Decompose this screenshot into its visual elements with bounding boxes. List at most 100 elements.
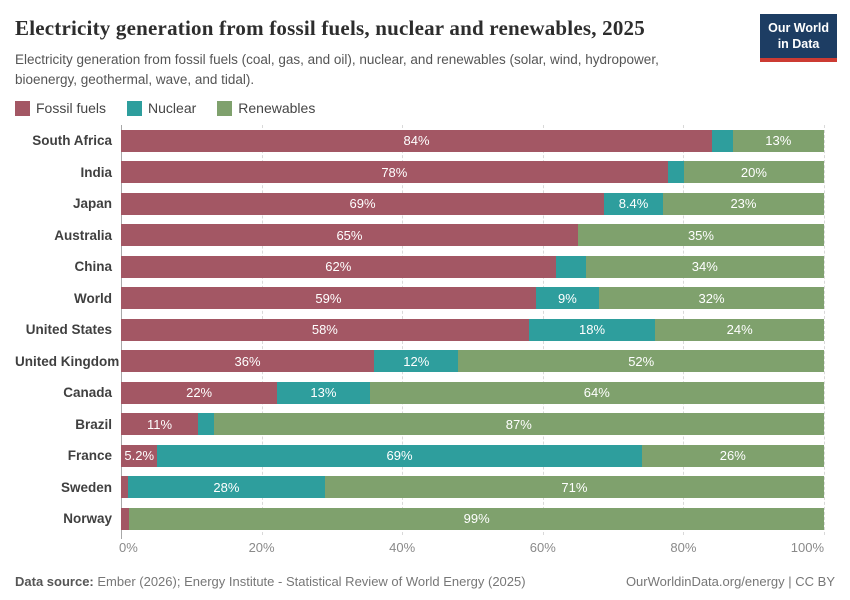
bar-segment-nuclear[interactable] (198, 413, 214, 436)
chart-row: United States 58% 18% 24% (15, 314, 824, 346)
legend-item-nuclear: Nuclear (127, 100, 196, 116)
bar-segment-fossil[interactable] (121, 507, 130, 530)
bar-segment-renewables[interactable]: 52% (458, 350, 824, 373)
stacked-bar: 99% (121, 507, 824, 530)
bar-value-label: 84% (403, 133, 430, 149)
bar-value-label: 8.4% (618, 196, 649, 212)
bar-segment-nuclear[interactable] (555, 255, 586, 278)
chart-row: Sweden 28% 71% (15, 472, 824, 504)
bar-segment-nuclear[interactable]: 8.4% (604, 192, 663, 215)
stacked-bar: 65% 35% (121, 224, 824, 247)
data-source: Data source: Ember (2026); Energy Instit… (15, 574, 526, 589)
country-label: Japan (72, 196, 112, 212)
bar-segment-fossil[interactable]: 65% (121, 224, 578, 247)
legend-label: Renewables (238, 100, 316, 117)
bar-value-label: 78% (381, 164, 408, 180)
bar-segment-renewables[interactable]: 71% (324, 476, 824, 499)
x-axis-tick-label: 100% (790, 539, 824, 555)
x-axis-tick-label: 40% (389, 539, 416, 555)
bar-segment-renewables[interactable]: 20% (683, 161, 824, 184)
bar-value-label: 24% (726, 322, 753, 338)
bar-segment-fossil[interactable]: 84% (121, 129, 713, 152)
bar-value-label: 18% (578, 322, 606, 338)
bar-segment-renewables[interactable]: 26% (641, 444, 824, 467)
chart-rows: South Africa 84% 13% India 78% 20% Japan 69% 8.4… (15, 125, 824, 535)
stacked-bar: 59% 9% 32% (121, 287, 824, 310)
bar-value-label: 13% (310, 385, 337, 401)
bar-segment-nuclear[interactable]: 18% (528, 318, 656, 341)
bar-value-label: 13% (765, 133, 792, 149)
bar-value-label: 52% (628, 353, 655, 369)
bar-segment-renewables[interactable]: 32% (599, 287, 824, 310)
bar-segment-nuclear[interactable]: 12% (374, 350, 459, 373)
bar-value-label: 11% (147, 416, 173, 432)
legend-swatch-icon (217, 100, 233, 116)
bar-value-label: 23% (730, 196, 757, 212)
bar-value-label: 20% (740, 164, 767, 180)
bar-segment-renewables[interactable]: 87% (213, 413, 824, 436)
country-label: South Africa (32, 133, 112, 149)
chart-row: South Africa 84% 13% (15, 125, 824, 157)
bar-segment-renewables[interactable]: 24% (655, 318, 824, 341)
stacked-bar: 58% 18% 24% (121, 318, 824, 341)
bar-segment-fossil[interactable] (121, 476, 129, 499)
bar-segment-fossil[interactable]: 22% (121, 381, 278, 404)
chart-row: World 59% 9% 32% (15, 283, 824, 315)
bar-segment-fossil[interactable]: 69% (121, 192, 605, 215)
bar-segment-nuclear[interactable] (667, 161, 684, 184)
data-source-text: Ember (2026); Energy Institute - Statist… (93, 574, 526, 589)
stacked-bar: 84% 13% (121, 129, 824, 152)
owid-logo-line1: Our World (768, 21, 829, 35)
bar-segment-fossil[interactable]: 62% (121, 255, 556, 278)
bar-segment-nuclear[interactable]: 13% (277, 381, 370, 404)
stacked-bar: 78% 20% (121, 161, 824, 184)
bar-value-label: 69% (386, 448, 413, 464)
country-label: Canada (63, 385, 112, 401)
chart-row: Canada 22% 13% 64% (15, 377, 824, 409)
bar-segment-fossil[interactable]: 5.2% (121, 444, 158, 467)
chart-row: Norway 99% (15, 503, 824, 535)
stacked-bar-chart: South Africa 84% 13% India 78% 20% Japan 69% 8.4… (15, 125, 825, 558)
x-axis-tick-label: 20% (248, 539, 275, 555)
chart-row: Brazil 11% 87% (15, 409, 824, 441)
bar-segment-renewables[interactable]: 35% (577, 224, 824, 247)
chart-row: France 5.2% 69% 26% (15, 440, 824, 472)
bar-value-label: 65% (336, 227, 363, 243)
bar-segment-renewables[interactable]: 13% (732, 129, 824, 152)
bar-segment-fossil[interactable]: 78% (121, 161, 668, 184)
x-axis: 0% 20% 40% 60% 80% 100% (119, 538, 824, 558)
x-axis-tick-label: 80% (670, 539, 697, 555)
chart-header: Electricity generation from fossil fuels… (0, 14, 850, 62)
legend-label: Fossil fuels (36, 100, 107, 117)
legend-item-renewables: Renewables (217, 100, 315, 116)
bar-segment-renewables[interactable]: 99% (129, 507, 824, 530)
x-axis-tick-label: 0% (119, 539, 138, 555)
country-label: World (74, 290, 112, 306)
credit-link[interactable]: OurWorldinData.org/energy | CC BY (625, 574, 835, 589)
bar-segment-fossil[interactable]: 36% (121, 350, 375, 373)
data-source-label: Data source: (15, 574, 94, 589)
bar-segment-renewables[interactable]: 64% (369, 381, 824, 404)
owid-logo-line2: in Data (777, 37, 820, 52)
stacked-bar: 22% 13% 64% (121, 381, 824, 404)
x-axis-tick-label: 60% (529, 539, 556, 555)
bar-value-label: 26% (719, 448, 746, 464)
legend-swatch-icon (127, 100, 143, 116)
bar-segment-nuclear[interactable]: 28% (128, 476, 325, 499)
stacked-bar: 28% 71% (121, 476, 824, 499)
stacked-bar: 69% 8.4% 23% (121, 192, 824, 215)
bar-segment-fossil[interactable]: 58% (121, 318, 529, 341)
bar-segment-nuclear[interactable]: 69% (157, 444, 642, 467)
bar-segment-renewables[interactable]: 34% (585, 255, 824, 278)
page-title: Electricity generation from fossil fuels… (15, 16, 645, 40)
chart-footer: Data source: Ember (2026); Energy Instit… (0, 574, 850, 589)
bar-segment-fossil[interactable]: 59% (121, 287, 536, 310)
stacked-bar: 62% 34% (121, 255, 824, 278)
bar-segment-nuclear[interactable] (712, 129, 733, 152)
bar-segment-fossil[interactable]: 11% (121, 413, 199, 436)
bar-value-label: 87% (505, 416, 532, 432)
bar-segment-renewables[interactable]: 23% (662, 192, 824, 215)
stacked-bar: 5.2% 69% 26% (121, 444, 824, 467)
bar-segment-nuclear[interactable]: 9% (535, 287, 600, 310)
stacked-bar: 11% 87% (121, 413, 824, 436)
